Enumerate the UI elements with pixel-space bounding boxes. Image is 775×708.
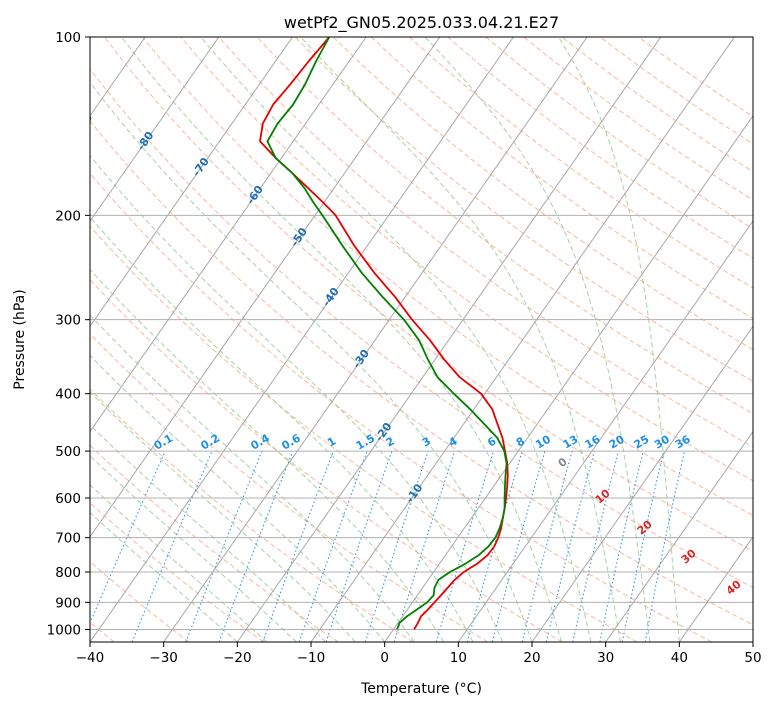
- x-tick-label: 40: [671, 650, 688, 666]
- y-tick-label: 500: [55, 444, 81, 460]
- x-tick-label: 20: [523, 650, 540, 666]
- y-axis-title: Pressure (hPa): [12, 289, 28, 389]
- x-tick-label: 30: [597, 650, 614, 666]
- x-tick-label: 50: [744, 650, 761, 666]
- x-tick-label: −20: [223, 650, 252, 666]
- y-tick-label: 400: [55, 387, 81, 403]
- x-tick-label: 0: [380, 650, 389, 666]
- y-tick-label: 600: [55, 491, 81, 507]
- x-tick-label: −40: [76, 650, 105, 666]
- skewt-chart: -100-90-80-70-60-50-40-30-20-100.10.20.4…: [0, 0, 775, 708]
- y-tick-label: 900: [55, 595, 81, 611]
- y-tick-label: 200: [55, 208, 81, 224]
- y-tick-label: 800: [55, 565, 81, 581]
- x-tick-label: 10: [450, 650, 467, 666]
- chart-title: wetPf2_GN05.2025.033.04.21.E27: [284, 13, 559, 33]
- x-tick-label: −30: [149, 650, 178, 666]
- y-tick-label: 300: [55, 313, 81, 329]
- x-axis-title: Temperature (°C): [360, 681, 482, 697]
- y-tick-label: 1000: [47, 622, 81, 638]
- x-tick-label: −10: [297, 650, 326, 666]
- y-tick-label: 100: [55, 30, 81, 46]
- y-tick-label: 700: [55, 531, 81, 547]
